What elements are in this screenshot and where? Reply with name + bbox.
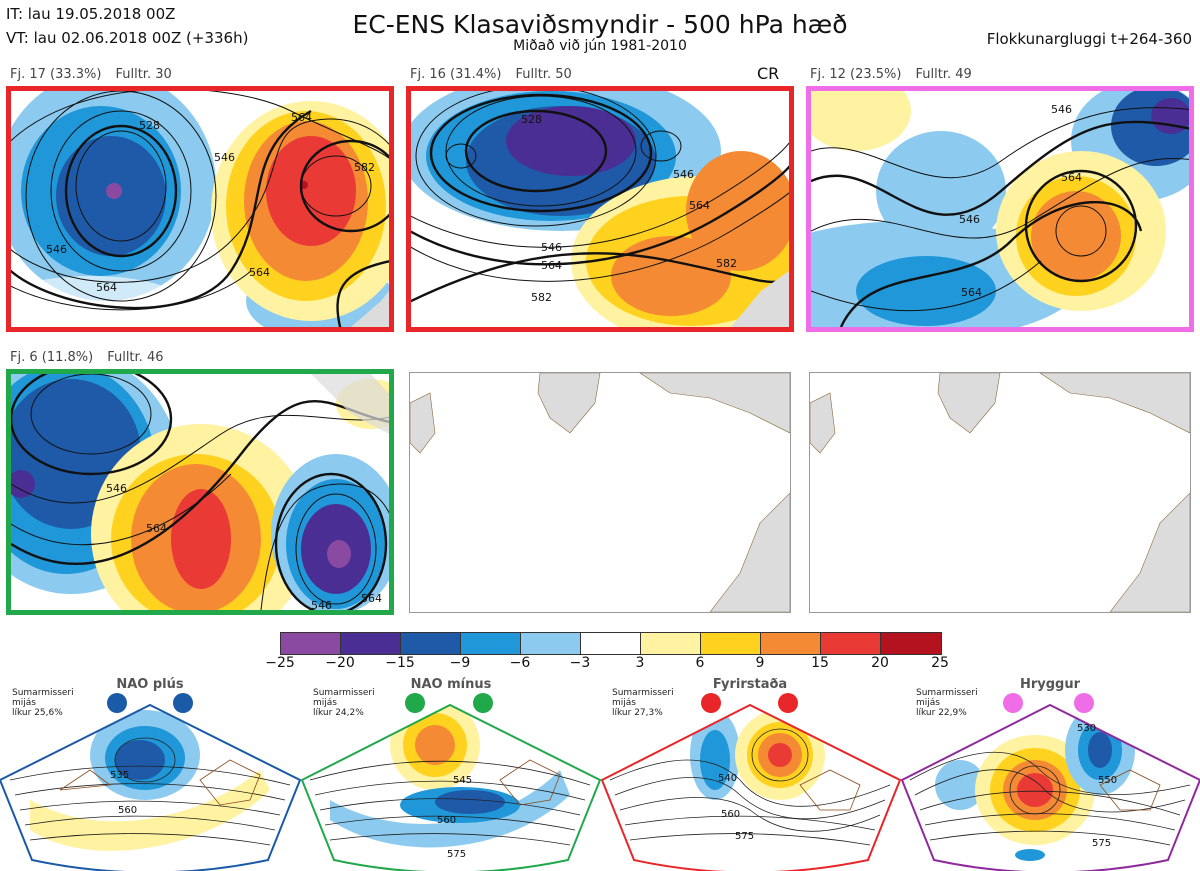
- regime-name-nao-minus: NAO mínus: [410, 677, 492, 692]
- colorbar-tick: −15: [385, 655, 415, 671]
- contour-label: 546: [214, 151, 235, 164]
- panel-3-label: Fj. 12 (23.5%) Fulltr. 49: [810, 67, 972, 82]
- contour-label: 564: [249, 266, 270, 279]
- regime-contour-label: 530: [1077, 723, 1096, 734]
- colorbar-swatch: [461, 633, 521, 654]
- contour-label: 546: [959, 213, 980, 226]
- init-time: IT: lau 19.05.2018 00Z: [6, 5, 176, 23]
- regime-map-nao-minus: [302, 705, 600, 871]
- colorbar-swatch: [761, 633, 821, 654]
- panel-1-label: Fj. 17 (33.3%) Fulltr. 30: [10, 67, 172, 82]
- contour-label: 582: [354, 161, 375, 174]
- contour-label: 564: [96, 281, 117, 294]
- regime-contour-label: 560: [118, 805, 137, 816]
- regime-season-note: Sumarmisseri mijás líkur 25,6%: [12, 688, 74, 718]
- colorbar-tick: 3: [635, 655, 645, 671]
- page-subtitle: Miðað við jún 1981-2010: [513, 38, 687, 54]
- contour-label: 546: [46, 243, 67, 256]
- regime-name-nao-plus: NAO plús: [116, 677, 184, 692]
- contour-label: 546: [106, 482, 127, 495]
- colorbar-tick: −25: [265, 655, 295, 671]
- cluster-map-2: 528 546 546 564 564 582 582: [406, 86, 794, 332]
- anomaly-colorbar: [280, 632, 942, 655]
- regime-contour-label: 575: [735, 831, 754, 842]
- cluster-map-1: 528 546 564 564 582 546 564: [6, 86, 394, 332]
- colorbar-tick: 15: [811, 655, 829, 671]
- colorbar-tick: 6: [695, 655, 705, 671]
- regime-map-nao-plus: [0, 705, 300, 871]
- panel-4-label: Fj. 6 (11.8%) Fulltr. 46: [10, 350, 164, 365]
- colorbar-swatch: [581, 633, 641, 654]
- colorbar-swatch: [281, 633, 341, 654]
- regime-contour-label: 560: [721, 809, 740, 820]
- contour-label: 564: [541, 259, 562, 272]
- regime-marker-dot: [1074, 693, 1094, 713]
- contour-label: 564: [1061, 171, 1082, 184]
- contour-label: 564: [291, 111, 312, 124]
- regime-season-note: Sumarmisseri mijás líkur 27,3%: [612, 688, 674, 718]
- page-title: EC-ENS Klasaviðsmyndir - 500 hPa hæð: [352, 10, 848, 39]
- colorbar-swatch: [341, 633, 401, 654]
- regime-marker-dot: [701, 693, 721, 713]
- contour-label: 546: [311, 599, 332, 610]
- empty-base-map-2: [809, 372, 1191, 613]
- classification-window: Flokkunargluggi t+264-360: [986, 30, 1192, 48]
- regime-marker-dot: [405, 693, 425, 713]
- contour-label: 528: [521, 113, 542, 126]
- valid-time: VT: lau 02.06.2018 00Z (+336h): [6, 29, 249, 47]
- colorbar-tick: 9: [755, 655, 765, 671]
- colorbar-swatch: [401, 633, 461, 654]
- regime-contour-label: 540: [718, 773, 737, 784]
- contour-label: 546: [1051, 103, 1072, 116]
- regime-maps: 535 560 545 560 575 540 560 575 530 550 …: [0, 703, 1200, 871]
- colorbar-tick: 25: [931, 655, 949, 671]
- colorbar-tick: −20: [325, 655, 355, 671]
- contour-label: 528: [139, 119, 160, 132]
- regime-marker-dot: [107, 693, 127, 713]
- colorbar-tick: −9: [449, 655, 471, 671]
- panel-2-cr-badge: CR: [757, 64, 780, 83]
- colorbar-tick: −3: [569, 655, 591, 671]
- contour-label: 564: [689, 199, 710, 212]
- colorbar-swatch: [821, 633, 881, 654]
- panel-2-label: Fj. 16 (31.4%) Fulltr. 50: [410, 67, 572, 82]
- contour-label: 564: [146, 522, 167, 535]
- regime-marker-dot: [173, 693, 193, 713]
- regime-season-note: Sumarmisseri mijás líkur 24,2%: [313, 688, 375, 718]
- colorbar-swatch: [881, 633, 941, 654]
- regime-marker-dot: [778, 693, 798, 713]
- contour-label: 564: [961, 286, 982, 299]
- colorbar-tick: 20: [871, 655, 889, 671]
- cluster-map-3: 546 546 564 564: [806, 86, 1194, 332]
- colorbar-swatch: [701, 633, 761, 654]
- regime-contour-label: 560: [437, 815, 456, 826]
- regime-map-ridge: [902, 705, 1200, 871]
- regime-season-note: Sumarmisseri mijás líkur 22,9%: [916, 688, 978, 718]
- regime-map-blocking: [602, 705, 900, 871]
- contour-label: 546: [673, 168, 694, 181]
- colorbar-tick: −6: [509, 655, 531, 671]
- regime-name-ridge: Hryggur: [1019, 677, 1081, 692]
- contour-label: 582: [716, 257, 737, 270]
- colorbar-swatch: [521, 633, 581, 654]
- empty-base-map-1: [409, 372, 791, 613]
- regime-name-blocking: Fyrirstaða: [712, 677, 788, 692]
- regime-contour-label: 575: [1092, 838, 1111, 849]
- contour-label: 582: [531, 291, 552, 304]
- cluster-map-4: 546 564 546 564: [6, 369, 394, 615]
- regime-marker-dot: [1003, 693, 1023, 713]
- regime-contour-label: 575: [447, 849, 466, 860]
- contour-label: 564: [361, 592, 382, 605]
- regime-contour-label: 550: [1098, 775, 1117, 786]
- regime-contour-label: 535: [110, 770, 129, 781]
- regime-marker-dot: [473, 693, 493, 713]
- colorbar-swatch: [641, 633, 701, 654]
- contour-label: 546: [541, 241, 562, 254]
- regime-contour-label: 545: [453, 775, 472, 786]
